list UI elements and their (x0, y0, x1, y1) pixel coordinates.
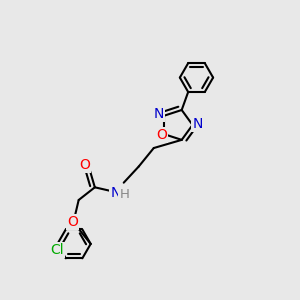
Text: N: N (154, 107, 164, 121)
Text: O: O (68, 215, 78, 229)
Text: O: O (156, 128, 167, 142)
Text: N: N (193, 116, 203, 130)
Text: N: N (110, 186, 121, 200)
Text: O: O (80, 158, 90, 172)
Text: Cl: Cl (51, 243, 64, 257)
Text: H: H (119, 188, 129, 201)
